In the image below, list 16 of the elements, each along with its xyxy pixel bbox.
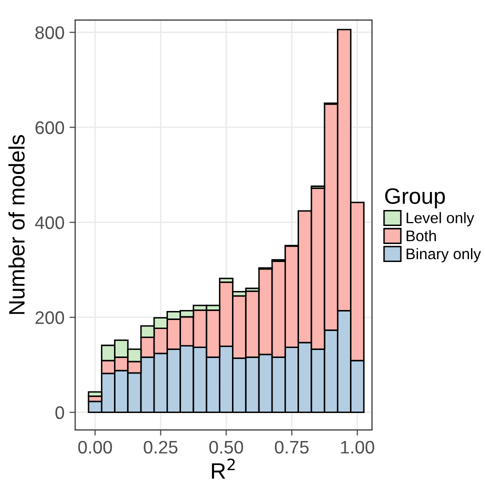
legend-label: Binary only [406, 248, 481, 262]
y-tick-label: 0 [55, 406, 64, 420]
legend-label: Level only [406, 212, 474, 226]
legend-label: Both [406, 230, 436, 242]
x-tick-label: 0.00 [78, 440, 112, 454]
y-tick-label: 800 [35, 26, 64, 40]
x-tick-label: 0.25 [144, 440, 178, 454]
x-tick-label: 1.00 [341, 440, 374, 454]
x-axis-title: R$^{2}$ [212, 458, 235, 479]
x-tick-label: 0.50 [209, 440, 244, 454]
y-tick-label: 600 [36, 121, 64, 134]
y-tick-label: 200 [36, 311, 64, 324]
y-tick-label: 400 [35, 216, 64, 230]
legend-title: Group [385, 188, 445, 208]
y-axis-title: Number of models [8, 134, 25, 314]
x-tick-label: 0.75 [274, 440, 309, 454]
